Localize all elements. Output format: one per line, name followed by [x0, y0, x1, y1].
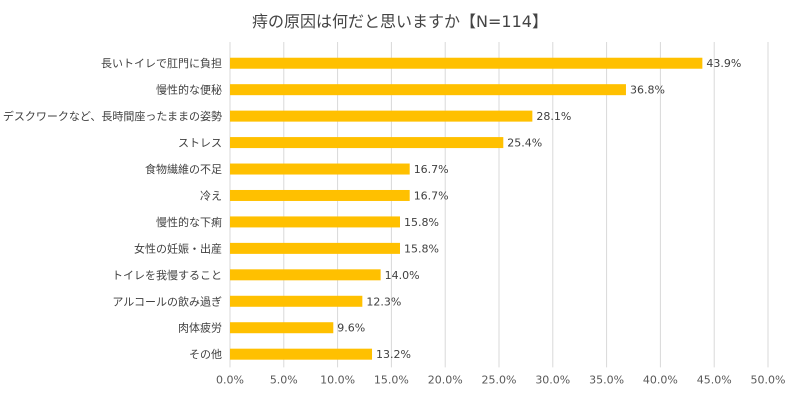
category-label: 慢性的な下痢 [156, 215, 222, 229]
category-label: 肉体疲労 [178, 321, 222, 335]
bar [230, 269, 381, 281]
category-label: その他 [189, 348, 222, 361]
data-label: 14.0% [385, 269, 420, 282]
x-tick-label: 25.0% [482, 373, 517, 386]
x-tick-label: 20.0% [428, 373, 463, 386]
x-tick-label: 30.0% [535, 373, 570, 386]
bar [230, 84, 626, 96]
x-tick-label: 5.0% [270, 373, 298, 386]
bar [230, 110, 533, 122]
x-tick-label: 50.0% [751, 373, 786, 386]
bar [230, 137, 504, 149]
x-tick-label: 15.0% [374, 373, 409, 386]
category-label: トイレを我慢すること [112, 269, 222, 282]
x-tick-label: 45.0% [697, 373, 732, 386]
data-label: 25.4% [507, 137, 542, 150]
value-labels: 43.9% 36.8% 28.1% 25.4% 16.7% 16.7% 15.8% 15.8%… [337, 57, 741, 361]
category-label: ストレス [178, 137, 222, 150]
data-label: 16.7% [414, 163, 449, 176]
category-labels: 長いトイレで肛門に負担慢性的な便秘デスクワークなど、長時間座ったままの姿勢ストレ… [3, 56, 222, 361]
x-tick-label: 10.0% [320, 373, 355, 386]
data-label: 15.8% [404, 216, 439, 229]
bar [230, 189, 410, 201]
bars [230, 57, 703, 360]
bar [230, 348, 373, 360]
category-label: 食物繊維の不足 [145, 162, 222, 176]
bar [230, 242, 401, 254]
grid-lines [229, 42, 769, 368]
bar [230, 216, 401, 228]
bar [230, 322, 334, 334]
data-label: 9.6% [337, 322, 365, 335]
category-label: アルコールの飲み過ぎ [112, 294, 222, 308]
x-tick-label: 0.0% [216, 373, 244, 386]
category-label: 長いトイレで肛門に負担 [101, 56, 222, 70]
data-label: 12.3% [366, 295, 401, 308]
category-label: 冷え [200, 189, 222, 202]
chart-title: 痔の原因は何だと思いますか【N=114】 [252, 12, 548, 31]
category-label: 慢性的な便秘 [156, 83, 222, 97]
data-label: 43.9% [706, 57, 741, 70]
category-label: デスクワークなど、長時間座ったままの姿勢 [3, 109, 222, 123]
category-label: 女性の妊娠・出産 [134, 241, 222, 255]
bar [230, 57, 703, 69]
bar [230, 295, 363, 307]
data-label: 16.7% [414, 189, 449, 202]
data-label: 28.1% [536, 110, 571, 123]
data-label: 36.8% [630, 84, 665, 97]
data-label: 15.8% [404, 242, 439, 255]
x-tick-label: 35.0% [589, 373, 624, 386]
bar [230, 163, 410, 175]
x-axis-ticks: 0.0% 5.0% 10.0% 15.0% 20.0% 25.0% 30.0% 35.0% 40… [216, 373, 785, 386]
data-label: 13.2% [376, 348, 411, 361]
x-tick-label: 40.0% [643, 373, 678, 386]
